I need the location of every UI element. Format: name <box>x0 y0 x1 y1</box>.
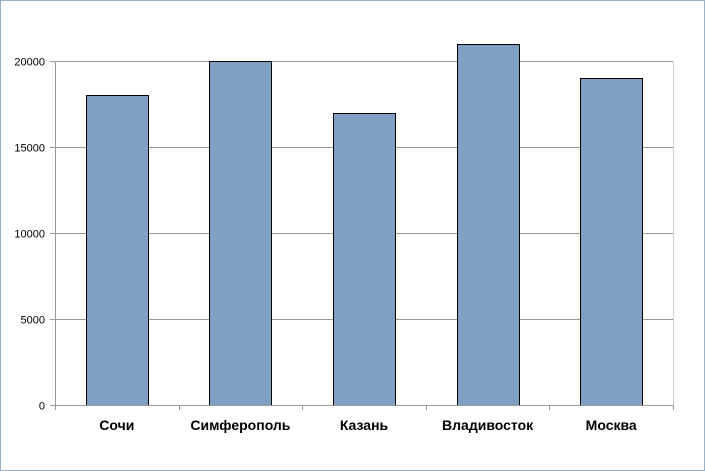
axes <box>50 61 674 410</box>
y-tick-label: 5000 <box>21 315 45 327</box>
bars <box>86 44 643 406</box>
y-tick-label: 15000 <box>14 143 45 155</box>
y-tick-label: 20000 <box>14 57 45 69</box>
y-tick-label: 10000 <box>14 229 45 241</box>
y-tick-label: 0 <box>39 401 45 413</box>
x-category-label: Симферополь <box>190 417 290 433</box>
x-category-label: Владивосток <box>442 417 534 433</box>
axis-labels: 0 5000 10000 15000 20000 Сочи Симферополь Казан… <box>14 57 637 434</box>
bar <box>86 95 149 406</box>
bar <box>457 44 520 406</box>
bar <box>209 61 272 406</box>
x-category-label: Сочи <box>99 417 134 433</box>
x-category-label: Москва <box>586 417 637 433</box>
x-category-label: Казань <box>340 417 389 433</box>
bar <box>333 113 396 406</box>
bar <box>580 78 643 406</box>
